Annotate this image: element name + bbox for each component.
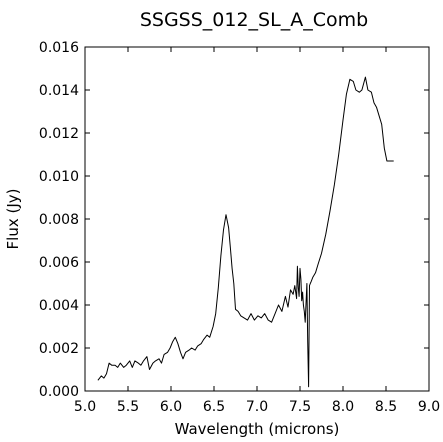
series-layer <box>97 76 394 388</box>
x-tick-label: 6.5 <box>203 399 225 415</box>
chart-title: SSGSS_012_SL_A_Comb <box>140 9 368 31</box>
x-tick-label: 7.5 <box>289 399 311 415</box>
series-line-0 <box>97 76 394 388</box>
x-tick-label: 9.0 <box>418 399 440 415</box>
y-tick-label: 0.000 <box>39 384 79 400</box>
y-tick-label: 0.008 <box>39 212 79 228</box>
y-tick-label: 0.016 <box>39 40 79 56</box>
x-tick-label: 8.0 <box>332 399 354 415</box>
y-tick-label: 0.010 <box>39 169 79 185</box>
x-axis-ticks: 5.0 5.5 6.0 6.5 7.0 7.5 8.0 8.5 9.0 <box>74 47 440 415</box>
y-tick-label: 0.002 <box>39 341 79 357</box>
y-tick-label: 0.012 <box>39 126 79 142</box>
y-axis-ticks: 0.000 0.002 0.004 0.006 0.008 0.010 0.012 0.014… <box>39 40 429 400</box>
x-tick-label: 8.5 <box>375 399 397 415</box>
x-tick-label: 5.5 <box>117 399 139 415</box>
y-tick-label: 0.006 <box>39 255 79 271</box>
y-tick-label: 0.004 <box>39 298 79 314</box>
x-axis-label: Wavelength (microns) <box>175 420 340 438</box>
x-tick-label: 7.0 <box>246 399 268 415</box>
x-tick-label: 6.0 <box>160 399 182 415</box>
plot-frame <box>84 46 430 392</box>
y-axis-label: Flux (Jy) <box>4 189 22 250</box>
x-tick-label: 5.0 <box>74 399 96 415</box>
y-tick-label: 0.014 <box>39 83 79 99</box>
